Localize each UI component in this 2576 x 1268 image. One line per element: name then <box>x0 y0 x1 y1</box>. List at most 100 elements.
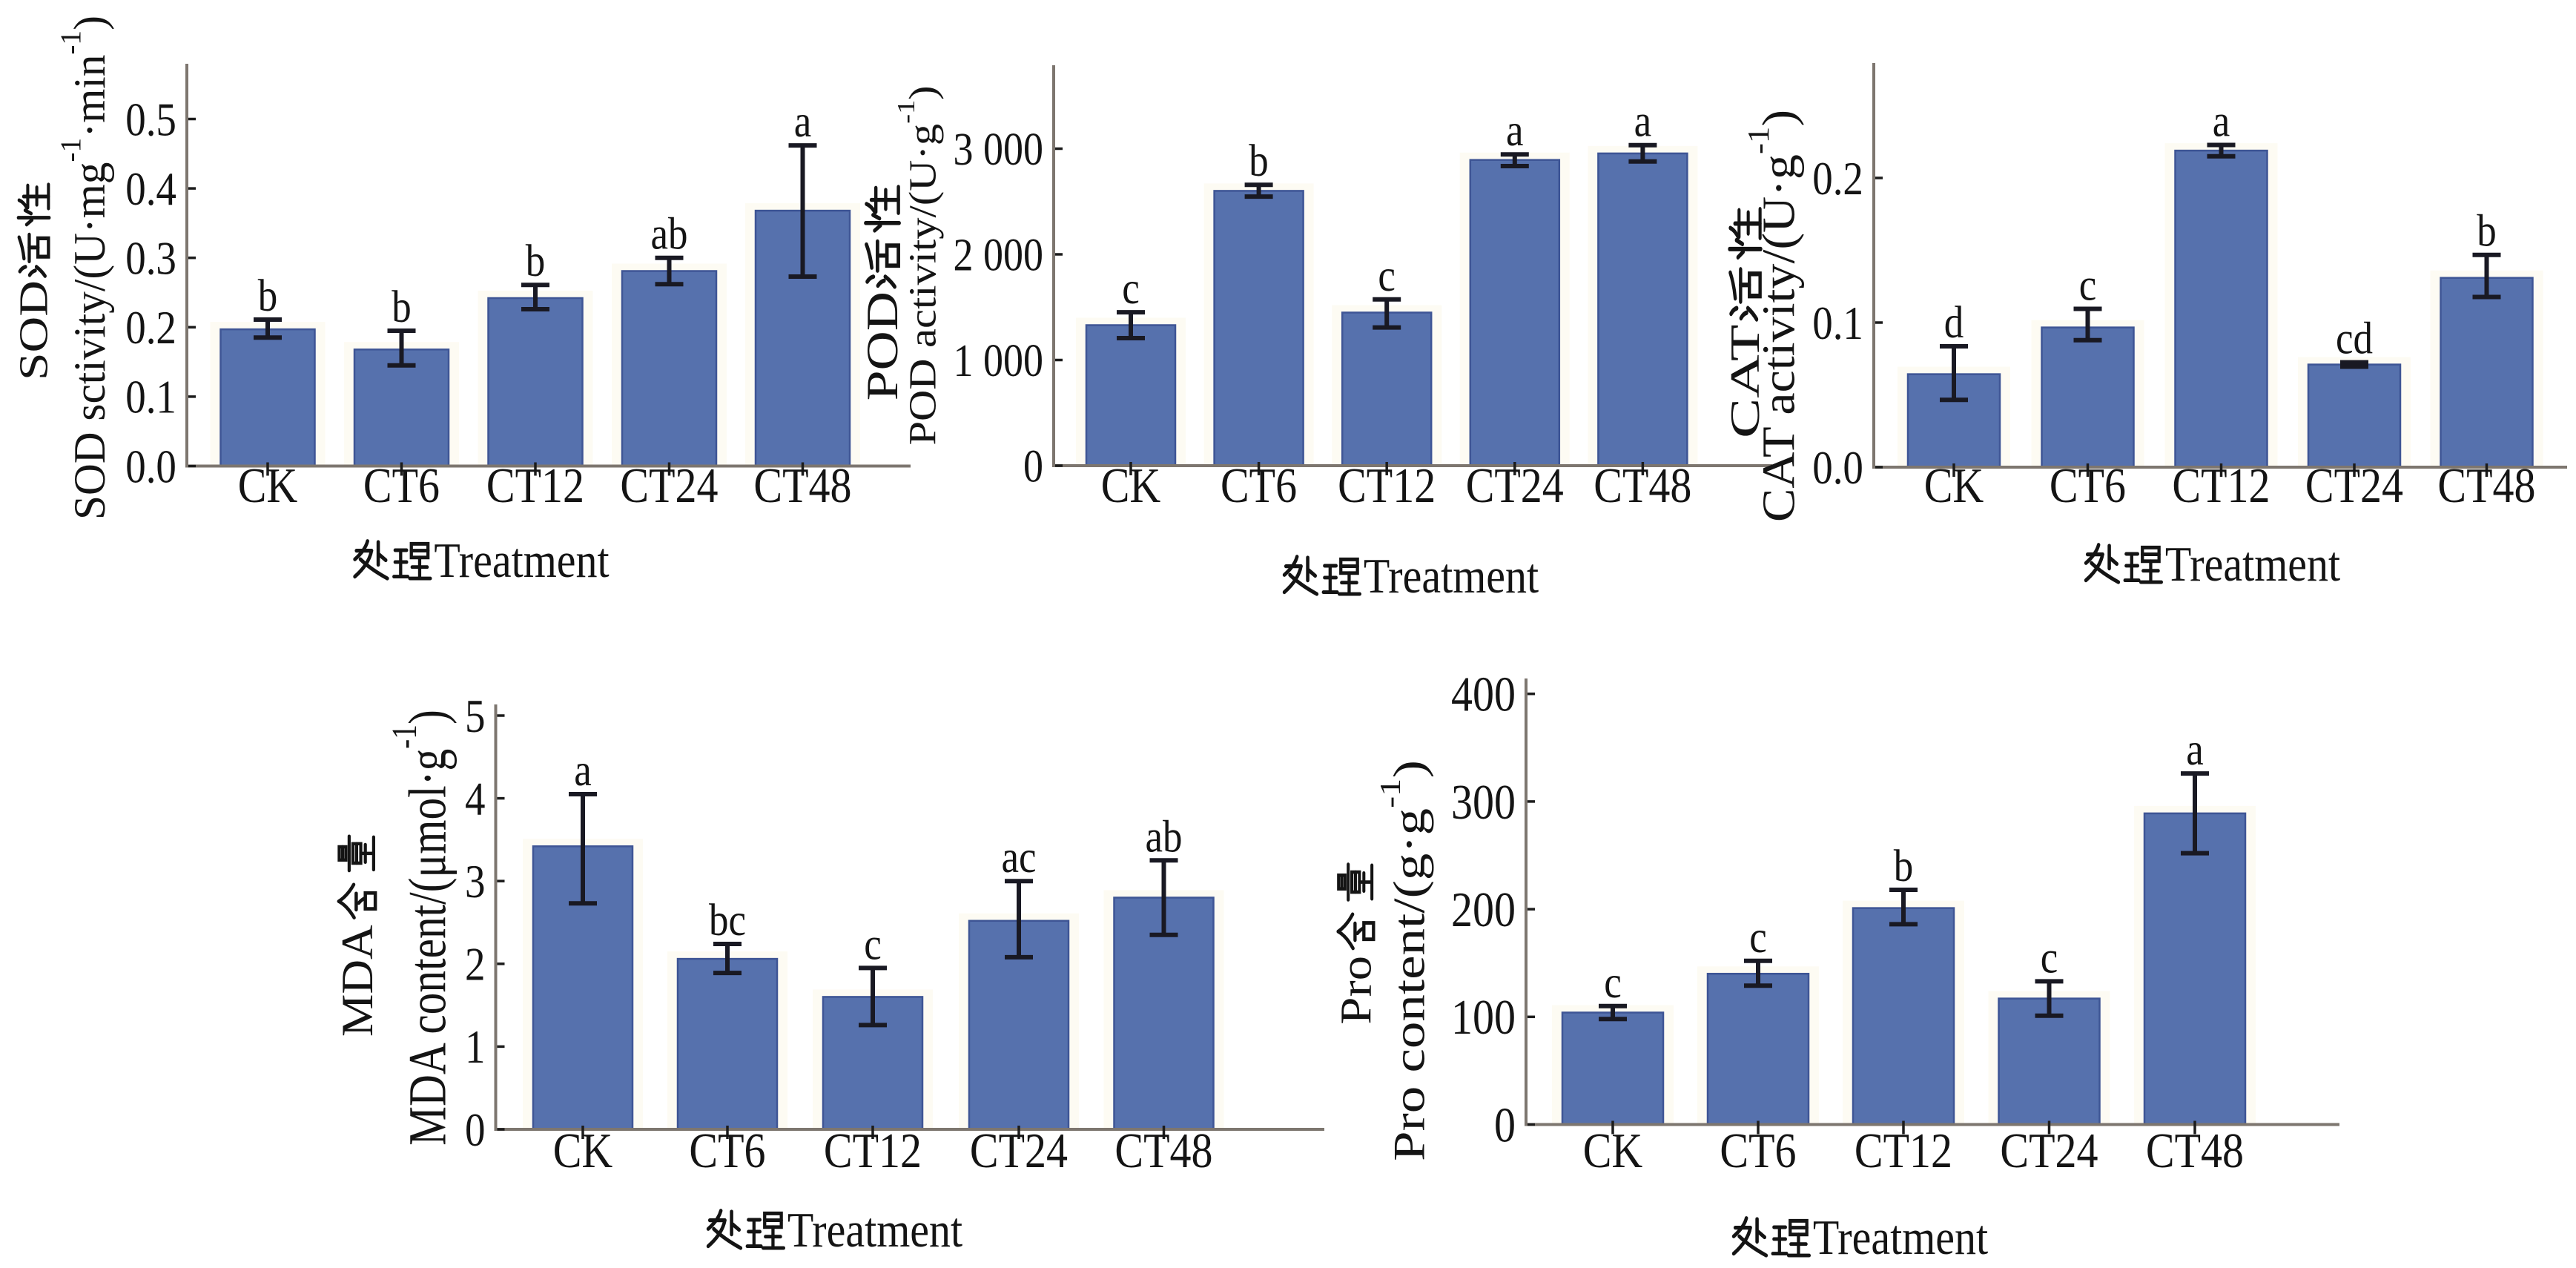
svg-text:CT48: CT48 <box>2437 458 2535 513</box>
svg-text:a: a <box>794 97 812 147</box>
svg-text:CT6: CT6 <box>689 1123 765 1178</box>
svg-text:-1: -1 <box>891 100 920 124</box>
svg-text:ab: ab <box>1146 812 1183 862</box>
svg-text:a: a <box>1506 106 1524 156</box>
svg-text:0: 0 <box>1023 440 1043 492</box>
svg-text:CT24: CT24 <box>2305 458 2403 513</box>
svg-text:5: 5 <box>465 690 485 742</box>
svg-text:0: 0 <box>1494 1097 1516 1153</box>
svg-text:b: b <box>2477 206 2497 256</box>
svg-text:a: a <box>2186 725 2204 775</box>
svg-text:0.2: 0.2 <box>125 302 176 354</box>
svg-text:): ) <box>65 16 114 30</box>
svg-text:CK: CK <box>238 458 298 513</box>
svg-text:d: d <box>1944 298 1964 348</box>
svg-text:SOD sctivity/(U·mg: SOD sctivity/(U·mg <box>65 162 114 520</box>
svg-text:CT6: CT6 <box>1221 458 1297 513</box>
svg-text:4: 4 <box>465 773 485 825</box>
svg-text:b: b <box>1894 842 1914 891</box>
svg-text:b: b <box>1249 136 1269 186</box>
svg-text:c: c <box>1378 251 1396 300</box>
svg-text:0.4: 0.4 <box>125 162 176 214</box>
svg-text:CT48: CT48 <box>2146 1123 2244 1178</box>
svg-text:ac: ac <box>1002 833 1037 882</box>
svg-text:CT24: CT24 <box>970 1123 1068 1178</box>
svg-text:CT6: CT6 <box>2050 458 2126 513</box>
svg-text:0: 0 <box>465 1103 485 1155</box>
svg-text:CAT activity/(U·g: CAT activity/(U·g <box>1754 154 1805 522</box>
svg-text:CT24: CT24 <box>2000 1123 2098 1178</box>
svg-text:0.3: 0.3 <box>125 232 176 284</box>
svg-text:CT48: CT48 <box>1594 458 1691 513</box>
svg-text:CK: CK <box>1583 1123 1643 1178</box>
svg-text:CK: CK <box>1924 458 1984 513</box>
svg-text:MDA content/(μmol·g: MDA content/(μmol·g <box>398 749 458 1146</box>
svg-text:CAT: CAT <box>1723 325 1768 438</box>
svg-text:400: 400 <box>1451 667 1516 722</box>
svg-text:2: 2 <box>465 938 485 990</box>
svg-text:b: b <box>392 283 412 332</box>
svg-text:CT48: CT48 <box>1114 1123 1212 1178</box>
svg-text:1: 1 <box>465 1021 485 1073</box>
svg-text:Treatment: Treatment <box>2165 536 2340 592</box>
svg-text:): ) <box>902 85 944 99</box>
svg-text:CT12: CT12 <box>1338 458 1436 513</box>
svg-text:Treatment: Treatment <box>787 1202 962 1258</box>
svg-text:-1: -1 <box>54 138 87 162</box>
svg-text:c: c <box>1604 957 1622 1007</box>
svg-text:Treatment: Treatment <box>434 532 609 588</box>
svg-text:bc: bc <box>709 896 746 945</box>
svg-text:a: a <box>574 746 592 796</box>
svg-text:Pro content/(g·g: Pro content/(g·g <box>1385 808 1434 1161</box>
svg-text:c: c <box>2041 933 2058 983</box>
svg-text:CT12: CT12 <box>486 458 584 513</box>
svg-text:3 000: 3 000 <box>954 123 1043 174</box>
svg-text:): ) <box>398 710 458 724</box>
svg-text:c: c <box>864 919 882 969</box>
svg-text:-1: -1 <box>54 30 87 55</box>
svg-text:b: b <box>258 271 278 321</box>
svg-text:Pro: Pro <box>1332 956 1381 1025</box>
svg-text:CT12: CT12 <box>2172 458 2270 513</box>
svg-text:CT48: CT48 <box>753 458 851 513</box>
svg-text:CT24: CT24 <box>1466 458 1564 513</box>
svg-text:-1: -1 <box>1374 779 1407 808</box>
svg-text:0.1: 0.1 <box>125 371 176 423</box>
svg-text:-1: -1 <box>1743 127 1776 154</box>
svg-text:a: a <box>2213 96 2230 146</box>
svg-text:MDA: MDA <box>332 925 383 1037</box>
svg-text:POD activity/(U·g: POD activity/(U·g <box>902 124 944 446</box>
svg-text:CT6: CT6 <box>1720 1123 1796 1178</box>
svg-text:0.5: 0.5 <box>125 93 176 145</box>
svg-text:100: 100 <box>1451 989 1516 1045</box>
svg-text:0.0: 0.0 <box>125 440 176 492</box>
svg-text:c: c <box>1122 264 1140 314</box>
svg-text:200: 200 <box>1451 882 1516 937</box>
svg-text:CT12: CT12 <box>1855 1123 1952 1178</box>
svg-text:c: c <box>2079 260 2097 310</box>
svg-text:CT24: CT24 <box>620 458 718 513</box>
svg-text:POD: POD <box>857 291 907 400</box>
svg-text:0.2: 0.2 <box>1812 152 1863 204</box>
svg-text:1 000: 1 000 <box>954 334 1043 386</box>
svg-text:300: 300 <box>1451 774 1516 830</box>
svg-text:cd: cd <box>2336 314 2373 363</box>
svg-text:ab: ab <box>651 209 688 259</box>
svg-text:CT6: CT6 <box>363 458 440 513</box>
svg-text:b: b <box>526 237 546 286</box>
svg-text:c: c <box>1749 912 1767 962</box>
svg-text:CK: CK <box>1101 458 1161 513</box>
svg-text:CK: CK <box>553 1123 613 1178</box>
svg-text:·min: ·min <box>65 55 114 138</box>
svg-text:): ) <box>1754 110 1805 127</box>
svg-text:-1: -1 <box>385 724 423 749</box>
svg-text:3: 3 <box>465 855 485 907</box>
svg-text:0.0: 0.0 <box>1812 441 1863 493</box>
svg-text:): ) <box>1385 760 1434 778</box>
svg-text:0.1: 0.1 <box>1812 297 1863 349</box>
svg-text:a: a <box>1634 96 1652 146</box>
svg-text:CT12: CT12 <box>824 1123 922 1178</box>
svg-text:SOD: SOD <box>11 280 56 380</box>
svg-text:Treatment: Treatment <box>1364 548 1539 604</box>
svg-text:Treatment: Treatment <box>1813 1209 1988 1265</box>
